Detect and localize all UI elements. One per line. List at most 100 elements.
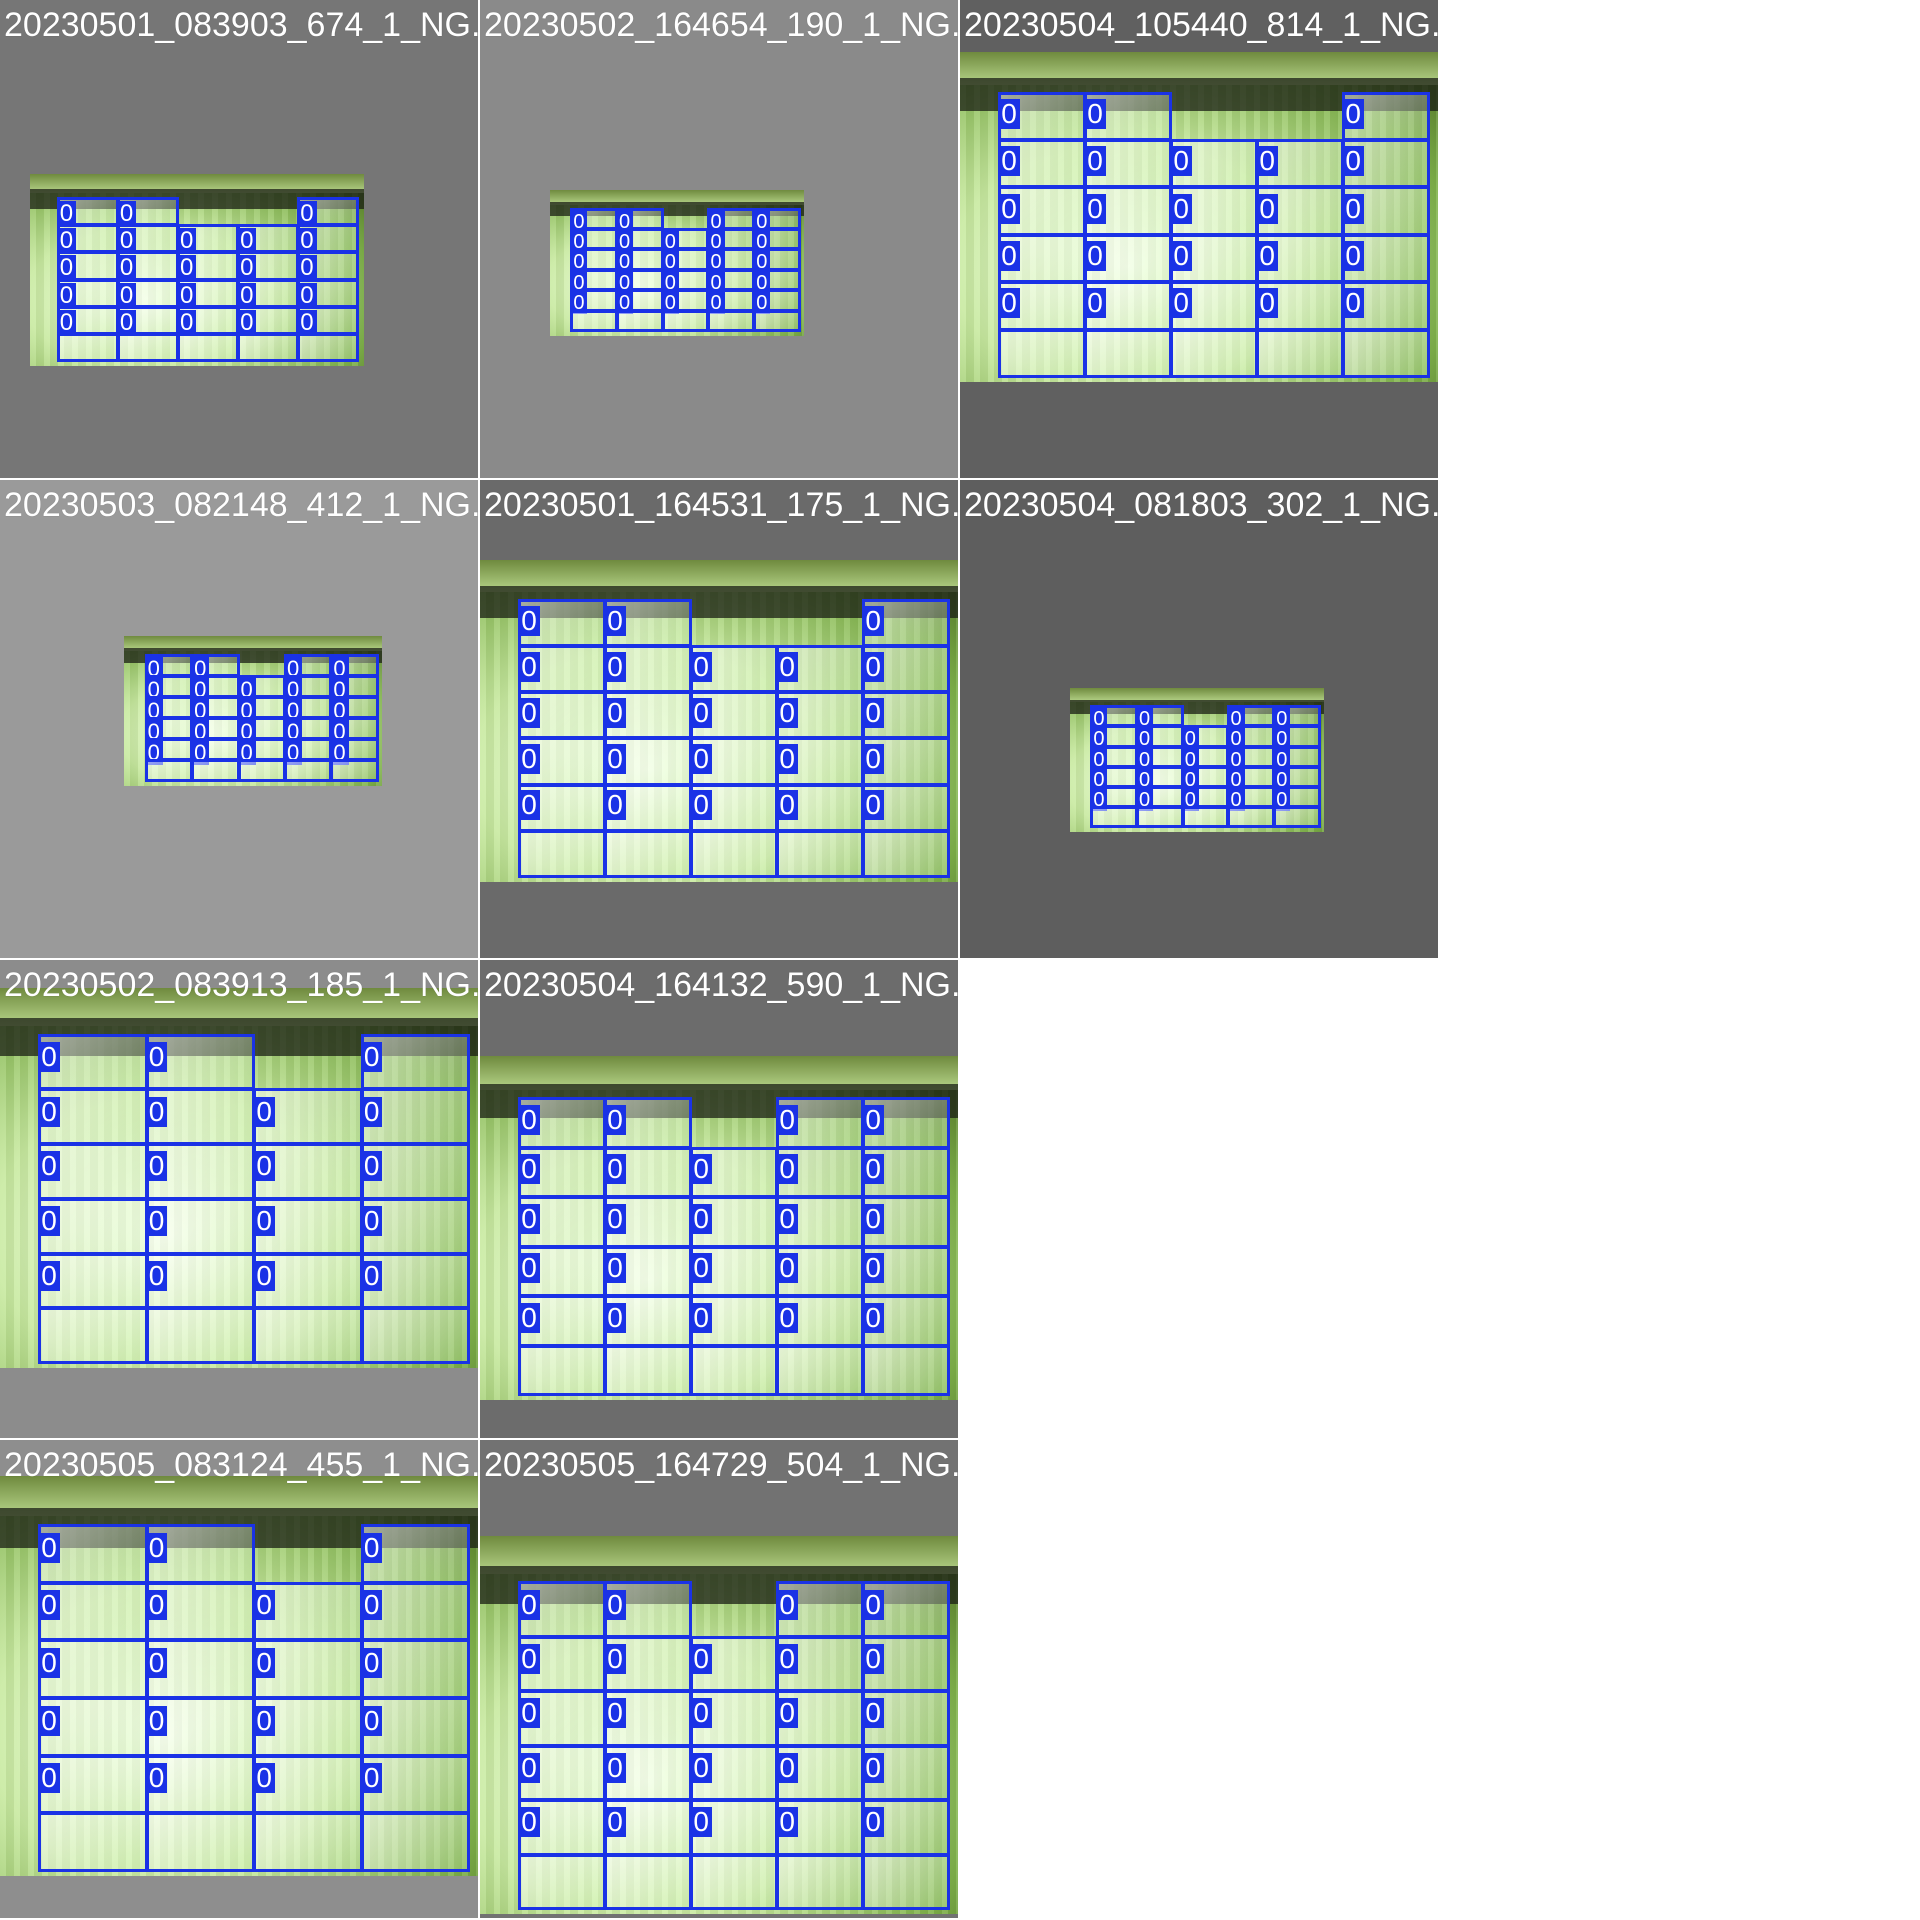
class-label: 0 bbox=[604, 1589, 626, 1620]
tile-filename: 20230504_164132_590_1_NG.jpg bbox=[484, 966, 958, 1004]
class-label: 0 bbox=[297, 309, 317, 336]
class-label: 0 bbox=[1170, 146, 1192, 177]
image-tile: 0 0 0 0 0 0 0 0 0 0 0 0 0 0 0 0 0 0 0 0 0 0 0 0 20230503_082148_… bbox=[0, 480, 478, 958]
class-label: 0 bbox=[145, 1260, 168, 1291]
class-label: 0 bbox=[1273, 708, 1291, 731]
class-label: 0 bbox=[297, 282, 317, 309]
detection-box bbox=[116, 332, 179, 362]
class-label: 0 bbox=[1227, 768, 1245, 791]
detection-box bbox=[862, 1853, 951, 1910]
image-tile: 0 0 0 0 0 0 0 0 0 0 0 0 0 0 0 0 0 0 0 0 0 0 0 20230504_105440_8… bbox=[960, 0, 1438, 478]
class-label: 0 bbox=[661, 292, 679, 315]
class-label: 0 bbox=[862, 1752, 884, 1783]
class-label: 0 bbox=[518, 1203, 540, 1234]
detection-box bbox=[1256, 328, 1345, 378]
class-label: 0 bbox=[616, 230, 634, 253]
class-label: 0 bbox=[116, 309, 137, 336]
class-label: 0 bbox=[998, 240, 1020, 271]
class-label: 0 bbox=[1170, 240, 1192, 271]
class-label: 0 bbox=[690, 1643, 712, 1674]
class-label: 0 bbox=[862, 790, 884, 821]
class-label: 0 bbox=[1342, 193, 1364, 224]
class-label: 0 bbox=[1084, 240, 1106, 271]
class-label: 0 bbox=[753, 292, 771, 315]
class-label: 0 bbox=[1227, 708, 1245, 731]
class-label: 0 bbox=[776, 1203, 798, 1234]
class-label: 0 bbox=[297, 255, 317, 282]
detection-box bbox=[776, 1344, 865, 1396]
detection-box bbox=[518, 829, 607, 878]
class-label: 0 bbox=[297, 228, 317, 255]
tile-filename: 20230501_083903_674_1_NG.jpg bbox=[4, 6, 478, 44]
class-label: 0 bbox=[56, 201, 77, 228]
class-label: 0 bbox=[1342, 98, 1364, 129]
class-label: 0 bbox=[1227, 788, 1245, 811]
class-label: 0 bbox=[1136, 788, 1154, 811]
detection-box bbox=[360, 1812, 471, 1872]
class-label: 0 bbox=[998, 193, 1020, 224]
class-label: 0 bbox=[176, 228, 197, 255]
class-label: 0 bbox=[604, 1104, 626, 1135]
class-label: 0 bbox=[1136, 768, 1154, 791]
class-label: 0 bbox=[776, 1589, 798, 1620]
detection-box bbox=[998, 328, 1087, 378]
class-label: 0 bbox=[253, 1151, 275, 1182]
class-label: 0 bbox=[1273, 788, 1291, 811]
detection-box bbox=[1136, 805, 1184, 828]
class-label: 0 bbox=[604, 1643, 626, 1674]
detection-box bbox=[145, 1812, 256, 1872]
class-label: 0 bbox=[253, 1206, 275, 1236]
tile-filename: 20230505_083124_455_1_NG.jpg bbox=[4, 1446, 478, 1484]
class-label: 0 bbox=[616, 292, 634, 315]
class-label: 0 bbox=[518, 744, 540, 775]
image-tile: 0 0 0 0 0 0 0 0 0 0 0 0 0 0 0 0 0 0 0 0 0 0 0 20230501_083903_6… bbox=[0, 0, 478, 478]
class-label: 0 bbox=[604, 1807, 626, 1838]
class-label: 0 bbox=[998, 98, 1020, 129]
class-label: 0 bbox=[707, 251, 725, 274]
class-label: 0 bbox=[690, 1302, 712, 1333]
class-label: 0 bbox=[604, 790, 626, 821]
class-label: 0 bbox=[707, 210, 725, 233]
class-label: 0 bbox=[38, 1206, 60, 1236]
detection-box bbox=[616, 309, 664, 332]
class-label: 0 bbox=[1084, 193, 1106, 224]
class-label: 0 bbox=[360, 1096, 383, 1127]
class-label: 0 bbox=[570, 292, 588, 315]
class-label: 0 bbox=[518, 651, 540, 682]
class-label: 0 bbox=[360, 1260, 383, 1291]
class-label: 0 bbox=[570, 251, 588, 274]
class-label: 0 bbox=[604, 1302, 626, 1333]
detection-box bbox=[862, 1344, 951, 1396]
image-tile: 0 0 0 0 0 0 0 0 0 0 0 0 0 0 0 0 0 0 0 20230502_083913_185_1… bbox=[0, 960, 478, 1438]
class-label: 0 bbox=[145, 1206, 168, 1236]
class-label: 0 bbox=[253, 1763, 275, 1794]
class-label: 0 bbox=[237, 309, 257, 336]
class-label: 0 bbox=[253, 1260, 275, 1291]
class-label: 0 bbox=[776, 1154, 798, 1185]
class-label: 0 bbox=[690, 1752, 712, 1783]
image-tile: 0 0 0 0 0 0 0 0 0 0 0 0 0 0 0 0 0 0 0 0 0 0 0 0 20230504_081803_… bbox=[960, 480, 1438, 958]
class-label: 0 bbox=[604, 1253, 626, 1284]
class-label: 0 bbox=[518, 790, 540, 821]
class-label: 0 bbox=[776, 698, 798, 729]
class-label: 0 bbox=[753, 271, 771, 294]
detection-box bbox=[38, 1812, 148, 1872]
class-label: 0 bbox=[570, 210, 588, 233]
class-label: 0 bbox=[862, 1253, 884, 1284]
class-label: 0 bbox=[862, 651, 884, 682]
class-label: 0 bbox=[1181, 748, 1199, 771]
class-label: 0 bbox=[1273, 768, 1291, 791]
fixture-top-band bbox=[1070, 688, 1324, 703]
class-label: 0 bbox=[1273, 748, 1291, 771]
class-label: 0 bbox=[604, 1203, 626, 1234]
tile-filename: 20230504_081803_302_1_NG.jpg bbox=[964, 486, 1438, 524]
class-label: 0 bbox=[253, 1647, 275, 1678]
detection-box bbox=[776, 1853, 865, 1910]
class-label: 0 bbox=[1136, 708, 1154, 731]
detection-box bbox=[253, 1812, 363, 1872]
fixture-top-band bbox=[550, 190, 804, 205]
class-label: 0 bbox=[360, 1151, 383, 1182]
class-label: 0 bbox=[518, 1698, 540, 1729]
class-label: 0 bbox=[145, 1532, 168, 1563]
